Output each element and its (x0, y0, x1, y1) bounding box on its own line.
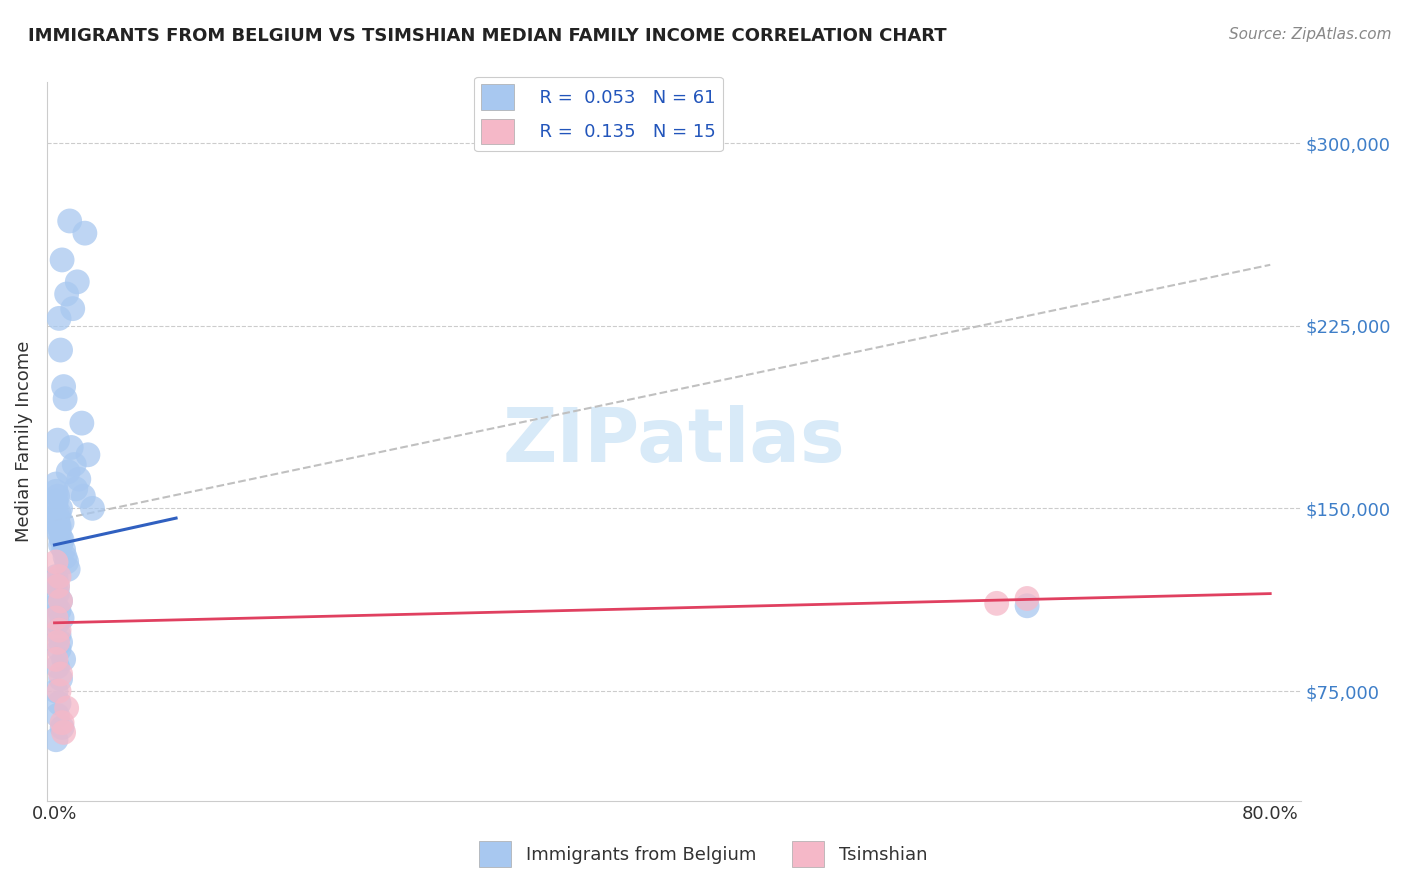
Point (46, 586, 69, 600)
Y-axis label: Median Family Income: Median Family Income (15, 341, 32, 542)
Point (48, 518, 70, 533)
Point (45, 652, 67, 666)
Point (48, 696, 70, 710)
Point (49, 667, 72, 681)
Point (63, 458, 86, 472)
Point (59, 214, 82, 228)
Point (49, 635, 72, 649)
Point (52, 725, 75, 739)
Text: ZIPatlas: ZIPatlas (502, 405, 845, 478)
Point (48, 623, 70, 637)
Point (73, 226, 96, 240)
Point (986, 596, 1008, 610)
Point (51, 715, 73, 730)
Point (49, 531, 72, 545)
Point (55, 287, 77, 301)
Point (49, 594, 72, 608)
Point (49, 594, 72, 608)
Point (60, 441, 83, 455)
Point (45, 599, 67, 613)
Point (46, 489, 69, 503)
Point (62, 301, 84, 316)
Point (46, 433, 69, 447)
Text: IMMIGRANTS FROM BELGIUM VS TSIMSHIAN MEDIAN FAMILY INCOME CORRELATION CHART: IMMIGRANTS FROM BELGIUM VS TSIMSHIAN MED… (28, 27, 946, 45)
Point (45, 496, 67, 510)
Point (46, 508, 69, 523)
Point (55, 555, 77, 569)
Point (53, 392, 76, 406)
Point (49, 538, 72, 552)
Point (52, 379, 75, 393)
Point (52, 542, 75, 557)
Point (55, 701, 77, 715)
Legend:   R =  0.053   N = 61,   R =  0.135   N = 15: R = 0.053 N = 61, R = 0.135 N = 15 (474, 77, 723, 152)
Point (46, 514, 69, 528)
Point (46, 579, 69, 593)
Point (45, 569, 67, 583)
Point (45, 611, 67, 625)
Point (51, 252, 73, 267)
Point (48, 628, 70, 642)
Point (48, 506, 70, 520)
Point (52, 652, 75, 666)
Point (51, 516, 73, 530)
Point (72, 489, 94, 503)
Point (56, 562, 79, 576)
Point (48, 311, 70, 326)
Point (45, 732, 67, 747)
Point (53, 550, 76, 565)
Point (45, 494, 67, 508)
Point (65, 482, 87, 496)
Point (48, 642, 70, 657)
Point (56, 465, 79, 479)
Point (45, 477, 67, 491)
Point (66, 275, 89, 289)
Point (51, 721, 73, 735)
Point (46, 579, 69, 593)
Point (48, 684, 70, 698)
Point (1017, 591, 1039, 606)
Legend: Immigrants from Belgium, Tsimshian: Immigrants from Belgium, Tsimshian (471, 834, 935, 874)
Text: Source: ZipAtlas.com: Source: ZipAtlas.com (1229, 27, 1392, 42)
Point (70, 416, 93, 430)
Point (1017, 599, 1039, 613)
Point (51, 533, 73, 547)
Point (49, 501, 72, 516)
Point (77, 448, 100, 462)
Point (46, 635, 69, 649)
Point (49, 343, 72, 357)
Point (48, 569, 70, 583)
Point (46, 615, 69, 630)
Point (46, 708, 69, 723)
Point (45, 555, 67, 569)
Point (48, 604, 70, 618)
Point (48, 525, 70, 540)
Point (45, 574, 67, 589)
Point (49, 672, 72, 686)
Point (46, 659, 69, 673)
Point (45, 684, 67, 698)
Point (48, 521, 70, 535)
Point (82, 501, 104, 516)
Point (67, 472, 90, 486)
Point (51, 611, 73, 625)
Point (45, 484, 67, 499)
